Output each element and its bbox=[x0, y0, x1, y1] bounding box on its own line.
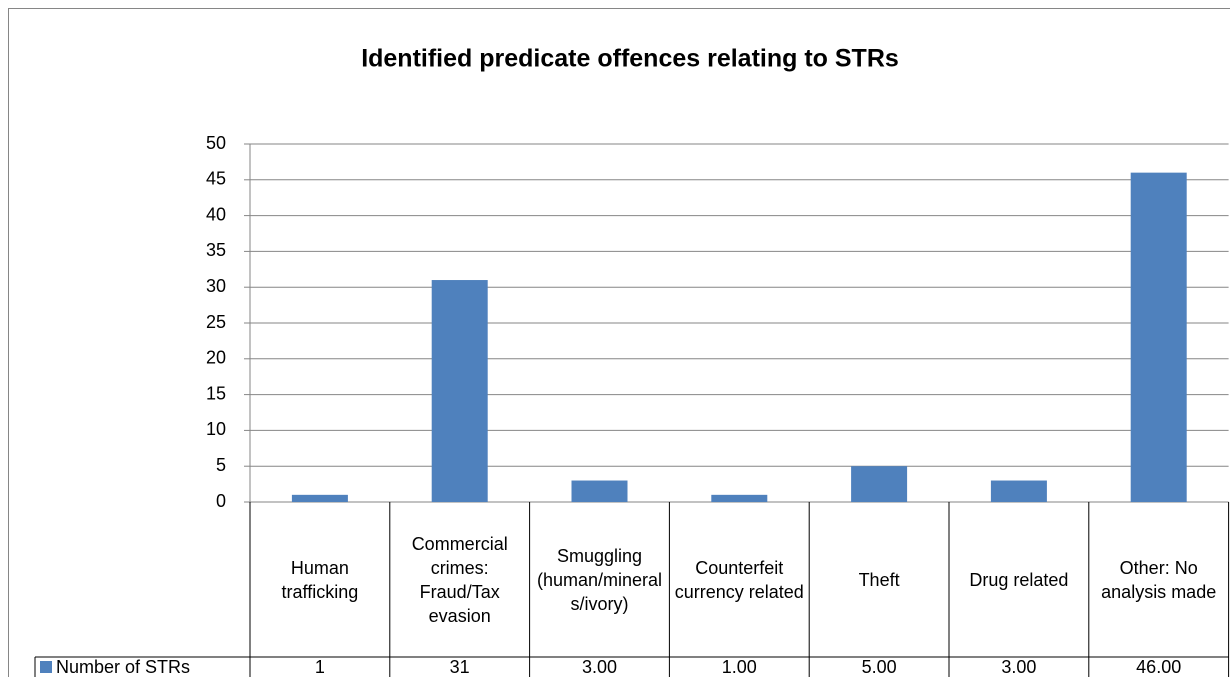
y-tick-label: 0 bbox=[216, 491, 226, 511]
bar bbox=[990, 480, 1047, 502]
value-label: 3.00 bbox=[1001, 657, 1036, 677]
value-label: 1.00 bbox=[722, 657, 757, 677]
value-label: 46.00 bbox=[1136, 657, 1181, 677]
legend-label: Number of STRs bbox=[56, 657, 190, 677]
x-tick-label: Smuggling (human/minerals/ivory) bbox=[536, 545, 663, 614]
y-tick-label: 45 bbox=[206, 169, 226, 189]
bar bbox=[431, 280, 488, 502]
x-tick-label: Commercial crimes: Fraud/Tax evasion bbox=[411, 533, 508, 626]
chart-title: Identified predicate offences relating t… bbox=[361, 45, 899, 73]
y-tick-label: 15 bbox=[206, 383, 226, 403]
x-tick-label: Counterfeit currency related bbox=[674, 557, 804, 602]
y-tick-label: 20 bbox=[206, 348, 226, 368]
bar bbox=[711, 494, 768, 502]
bar bbox=[851, 466, 908, 502]
y-tick-label: 40 bbox=[206, 204, 226, 224]
chart-border bbox=[8, 8, 1230, 677]
y-tick-label: 35 bbox=[206, 240, 226, 260]
y-tick-label: 50 bbox=[206, 133, 226, 153]
x-tick-label: Other: No analysis made bbox=[1101, 557, 1217, 602]
x-tick-label: Theft bbox=[858, 569, 900, 590]
y-tick-label: 10 bbox=[206, 419, 226, 439]
value-label: 5.00 bbox=[862, 657, 897, 677]
bar bbox=[571, 480, 628, 502]
x-tick-label: Drug related bbox=[969, 569, 1069, 590]
x-tick-label: Human trafficking bbox=[281, 557, 359, 602]
y-tick-label: 30 bbox=[206, 276, 226, 296]
value-label: 31 bbox=[450, 657, 470, 677]
y-tick-label: 5 bbox=[216, 455, 226, 475]
bar bbox=[1130, 172, 1187, 502]
bar bbox=[291, 494, 348, 502]
value-label: 3.00 bbox=[582, 657, 617, 677]
legend-key bbox=[40, 661, 52, 673]
value-label: 1 bbox=[315, 657, 325, 677]
y-tick-label: 25 bbox=[206, 312, 226, 332]
